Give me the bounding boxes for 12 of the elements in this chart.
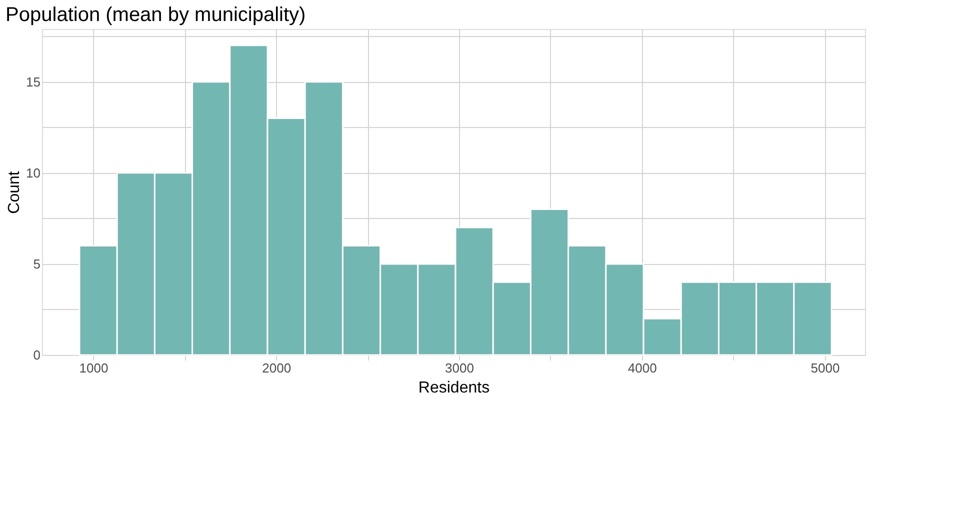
x-tick-label: 1000 [79,360,108,376]
x-tick-label: 3000 [445,360,474,376]
y-tick-label: 0 [33,348,40,362]
chart-title: Population (mean by municipality) [6,4,306,26]
x-tick-label: 4000 [628,360,657,376]
y-axis-title: Count [6,170,24,214]
y-tick-label: 10 [26,165,40,180]
x-tick-label: 2000 [262,360,292,376]
y-tick-label: 15 [26,74,40,90]
y-tick-label: 5 [33,256,40,272]
x-tick-label: 5000 [810,360,840,376]
x-axis-title: Residents [418,380,490,396]
